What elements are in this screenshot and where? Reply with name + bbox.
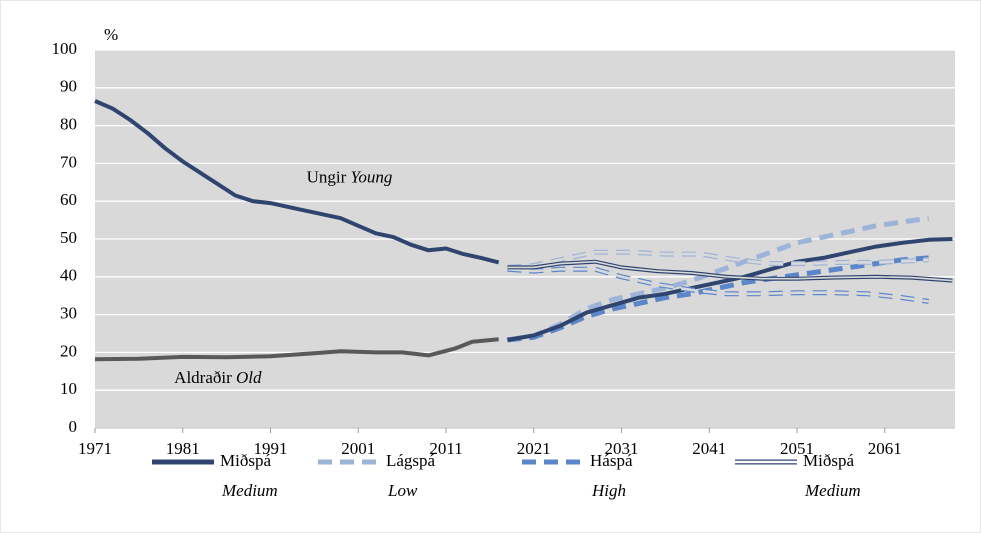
x-tick-label: 2041 xyxy=(692,439,726,458)
annotation-text: Aldraðir xyxy=(174,368,232,387)
y-tick-label: 20 xyxy=(60,341,77,360)
x-tick-label: 1981 xyxy=(166,439,200,458)
legend-label: Miðspá xyxy=(803,451,854,470)
x-tick-label: 2051 xyxy=(780,439,814,458)
series-line xyxy=(507,215,930,343)
legend-sublabel: Medium xyxy=(221,481,278,500)
y-tick-label: 80 xyxy=(60,115,77,134)
annotation-text: Ungir xyxy=(307,167,347,186)
series-line-inner xyxy=(507,267,929,303)
series-line-inner xyxy=(507,260,953,282)
annotation-italic: Old xyxy=(236,368,262,387)
series-line xyxy=(507,237,953,342)
series-line-inner xyxy=(507,250,929,269)
legend-label: Háspá xyxy=(590,451,633,470)
y-tick-label: 70 xyxy=(60,152,77,171)
x-tick-label: 2001 xyxy=(341,439,375,458)
legend-label: Lágspá xyxy=(386,451,436,470)
annotation: Aldraðir Old xyxy=(174,368,262,387)
legend-sublabel: Low xyxy=(387,481,418,500)
annotation: Ungir Young xyxy=(307,167,393,186)
series-line xyxy=(507,255,929,343)
y-tick-label: 40 xyxy=(60,266,77,285)
y-tick-label: 60 xyxy=(60,190,77,209)
x-tick-label: 2021 xyxy=(517,439,551,458)
y-tick-label: 10 xyxy=(60,379,77,398)
y-tick-label: 90 xyxy=(60,77,77,96)
y-tick-label: 0 xyxy=(69,417,78,436)
y-tick-label: 100 xyxy=(52,39,78,58)
x-tick-label: 1991 xyxy=(254,439,288,458)
x-tick-label: 1971 xyxy=(78,439,112,458)
x-tick-label: 2061 xyxy=(868,439,902,458)
legend-sublabel: High xyxy=(591,481,626,500)
series-line xyxy=(94,337,499,362)
legend-label: Miðspá xyxy=(220,451,271,470)
y-tick-label: 30 xyxy=(60,304,77,323)
x-tick-label: 2011 xyxy=(429,439,462,458)
series-line xyxy=(94,99,500,265)
y-tick-label: 50 xyxy=(60,228,77,247)
unit-label: % xyxy=(104,25,118,44)
x-tick-label: 2031 xyxy=(605,439,639,458)
annotation-italic: Young xyxy=(350,167,392,186)
legend-sublabel: Medium xyxy=(804,481,861,500)
